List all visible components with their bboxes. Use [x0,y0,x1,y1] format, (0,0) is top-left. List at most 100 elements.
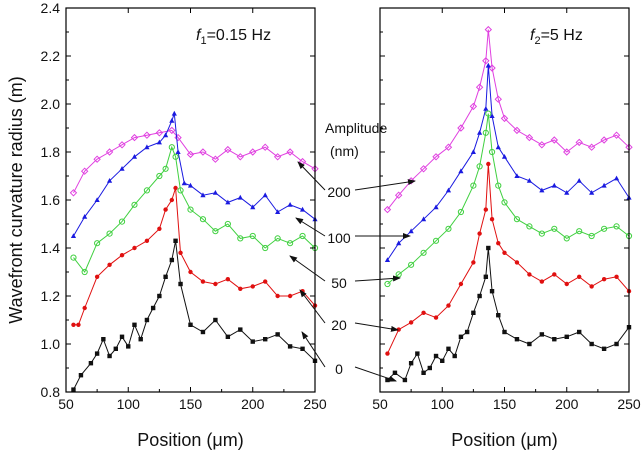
x-tick-label: 50 [372,396,388,412]
data-point [144,317,150,323]
data-point [88,361,94,366]
data-point [415,351,420,356]
data-point [445,225,452,232]
data-point [486,161,491,167]
series-50-nm [384,110,633,288]
data-point [163,207,168,212]
data-point [614,341,619,347]
data-point [502,250,507,255]
data-point [421,370,426,375]
data-point [469,102,478,111]
y-tick-label: 1.8 [41,144,61,160]
data-point [225,334,231,339]
data-point [589,190,595,195]
amplitude-value: 200 [327,184,351,200]
arrow-left [289,255,326,282]
data-point [80,167,89,175]
data-point [106,178,113,183]
data-point [168,144,175,151]
data-point [163,274,168,279]
data-point [614,274,619,279]
series-20-nm [71,185,318,327]
data-point [71,387,76,392]
data-point [501,154,508,159]
data-point [601,277,607,282]
data-point [475,83,484,91]
data-point [287,293,293,299]
data-point [477,130,483,135]
x-tick-label: 100 [431,396,455,412]
x-tick-label: 200 [555,396,579,412]
data-point [587,143,596,151]
data-point [589,284,594,289]
data-point [525,133,534,142]
data-point [385,377,390,383]
data-point [144,238,150,243]
data-point [392,370,398,375]
data-point [471,260,476,265]
data-point [445,187,452,193]
y-tick-label: 2.4 [41,0,61,16]
x-axis-title: Position (μm) [137,430,243,450]
data-point [458,334,464,339]
data-point [446,303,451,308]
data-point [486,245,491,251]
data-point [250,284,255,289]
data-point [70,233,77,238]
data-point [613,175,620,181]
data-point [564,281,569,287]
arrow-right [354,366,397,382]
data-point [200,192,206,198]
data-point [119,334,125,339]
arrow-right [354,275,401,282]
data-point [299,206,306,212]
data-point [432,153,440,161]
data-point [168,126,176,135]
data-point [155,129,164,137]
data-point [188,269,193,275]
data-point [131,154,138,159]
data-point [212,190,218,195]
data-point [496,241,501,246]
data-point [70,254,77,261]
data-point [275,209,281,214]
data-point [101,337,106,342]
data-point [156,172,163,180]
data-point [514,260,520,265]
data-point [513,126,521,135]
data-point [113,346,118,351]
data-point [143,187,151,194]
data-point [132,322,137,327]
data-point [177,187,184,194]
amplitude-label-0: 0 [301,331,397,382]
data-point [94,197,100,202]
data-point [402,377,408,383]
x-tick-label: 250 [303,396,327,412]
arrow-right [354,322,399,332]
data-point [187,206,194,213]
data-point [286,148,294,156]
data-point [550,136,559,144]
x-tick-label: 200 [241,396,265,412]
data-point [200,329,206,335]
series-line [73,187,316,326]
data-point [384,280,391,288]
data-point [600,136,608,144]
data-point [93,155,101,163]
data-point [477,293,482,299]
amplitude-label-20: 20 [299,289,399,333]
data-point [287,344,293,349]
data-point [118,141,126,149]
data-point [150,305,156,311]
data-point [588,232,595,240]
data-point [527,272,532,277]
data-point [502,329,507,335]
frequency-label: f2=5 Hz [530,27,583,47]
data-point [464,329,470,335]
data-point [130,133,139,142]
series-100-nm [384,62,632,262]
data-point [249,232,256,240]
y-tick-label: 1.0 [41,336,61,352]
data-point [71,322,76,327]
